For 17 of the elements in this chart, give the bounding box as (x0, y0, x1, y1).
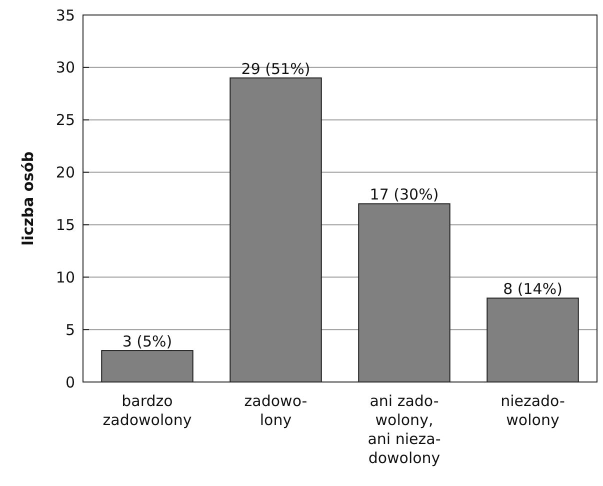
x-tick-label: bardzo zadowolony (102, 392, 192, 429)
x-tick-label: zadowo- lony (244, 392, 308, 429)
y-axis-title: liczba osób (19, 151, 37, 246)
y-tick-label: 0 (65, 373, 75, 392)
data-label: 8 (14%) (503, 280, 562, 298)
y-tick-label: 25 (56, 111, 75, 130)
x-tick-label: ani zado- wolony, ani nieza- dowolony (368, 392, 441, 467)
data-label: 17 (30%) (370, 186, 439, 204)
y-tick-label: 20 (56, 164, 75, 182)
y-tick-label: 15 (56, 216, 75, 234)
y-tick-label: 5 (65, 320, 75, 339)
y-tick-label: 30 (56, 58, 75, 77)
y-tick-label: 35 (56, 6, 75, 24)
y-tick-label: 10 (56, 268, 75, 286)
data-label: 29 (51%) (241, 60, 310, 78)
data-label: 3 (5%) (122, 332, 172, 351)
x-tick-label: niezado- wolony (500, 392, 565, 429)
